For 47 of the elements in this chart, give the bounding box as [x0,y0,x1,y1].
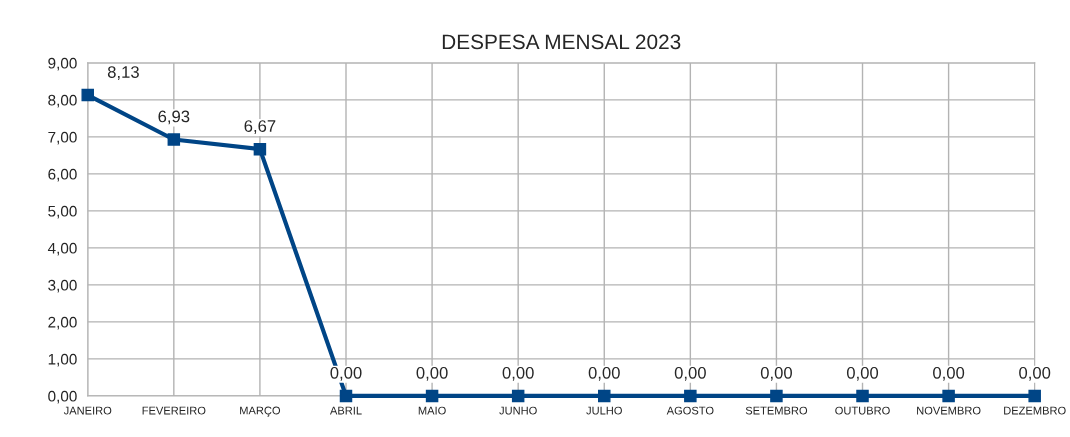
x-tick-label: ABRIL [329,406,362,415]
point [770,389,783,403]
point [598,389,611,403]
y-tick-label: 0,00 [48,390,77,404]
point [856,389,869,403]
y-tick-label: 1,00 [48,353,77,367]
point [684,389,697,403]
x-tick-label: DEZEMBRO [1004,406,1066,415]
x-tick-label: SETEMBRO [745,406,808,415]
x-tick-label: FEVEREIRO [142,406,206,415]
data-label: 0,00 [674,366,706,381]
y-tick-label: 8,00 [48,94,77,108]
point [81,88,94,102]
data-label: 0,00 [1019,366,1051,381]
data-label: 0,00 [760,366,792,381]
x-tick-label: MARÇO [240,406,281,417]
point [425,389,439,403]
x-tick-label: JANEIRO [63,406,112,415]
y-tick-label: 2,00 [48,316,77,330]
data-label: 0,00 [846,366,879,381]
data-label: 6,67 [244,120,276,134]
chart-title: DESPESA MENSAL 2023 [442,34,681,50]
x-tick-label: OUTUBRO [835,406,890,415]
data-label: 0,00 [933,366,965,381]
data-label: 0,00 [416,366,448,381]
y-tick-label: 6,00 [48,168,77,182]
data-label: 6,93 [158,110,190,125]
y-tick-label: 5,00 [48,205,77,219]
y-tick-label: 3,00 [48,279,77,293]
point [942,389,955,403]
point [167,133,181,146]
point [511,389,525,403]
x-tick-label: MAIO [418,406,446,415]
y-tick-label: 9,00 [48,57,77,71]
x-tick-label: NOVEMBRO [917,406,981,415]
data-label: 0,00 [330,366,362,381]
x-tick-label: JULHO [586,406,622,415]
point [1028,389,1041,403]
data-label: 8,13 [107,66,139,80]
y-tick-label: 4,00 [47,242,77,256]
x-tick-label: JUNHO [499,406,537,415]
data-label: 0,00 [502,366,534,381]
data-label: 0,00 [588,366,620,381]
x-tick-label: AGOSTO [666,406,714,415]
point [253,142,267,156]
y-tick-label: 7,00 [48,131,77,145]
point [339,389,353,403]
